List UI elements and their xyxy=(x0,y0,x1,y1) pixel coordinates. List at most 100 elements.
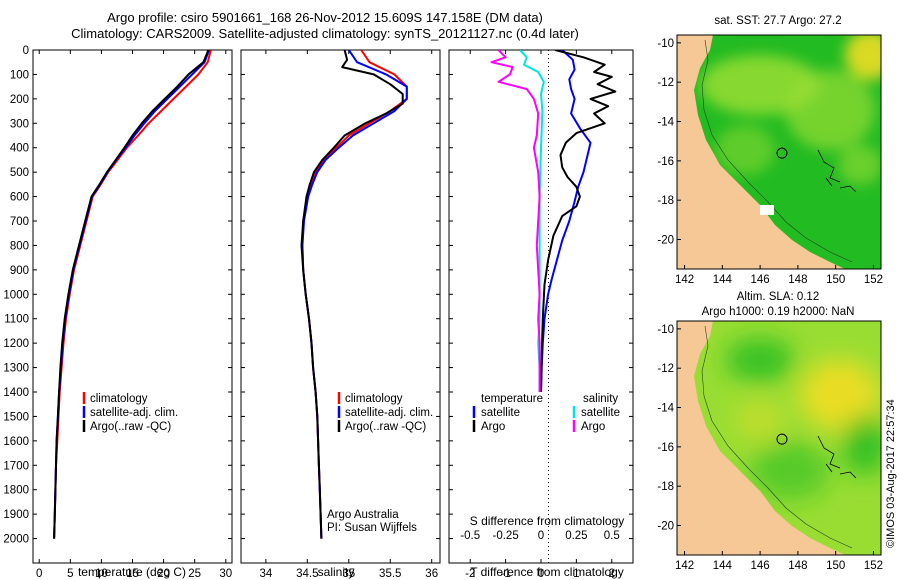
sla-lat-axis: -10 -12 -14 -16 -18 -20 xyxy=(657,324,681,533)
x-tick-label: -1 xyxy=(500,568,510,580)
depth-tick-label: 1900 xyxy=(3,509,29,521)
sst-land xyxy=(677,35,845,269)
legend-satellite-label: satellite-adj. clim. xyxy=(90,407,178,419)
depth-tick-label: 100 xyxy=(10,69,29,81)
legend-satellite-label: satellite-adj. clim. xyxy=(345,407,433,419)
sst-map-title: sat. SST: 27.7 Argo: 27.2 xyxy=(714,15,841,27)
difference-legend: temperature salinity satellite Argo sate… xyxy=(472,393,620,433)
sst-map-field xyxy=(677,35,881,269)
lon-tick-label: 142 xyxy=(675,560,694,572)
sla-reefs xyxy=(817,435,857,479)
lon-tick-label: 148 xyxy=(788,274,807,286)
legend-t-argo-label: Argo xyxy=(481,421,505,433)
s-difference-tick-label: 0.5 xyxy=(604,530,620,542)
sst-shelf-contour xyxy=(701,39,853,263)
lon-tick-label: 152 xyxy=(864,560,883,572)
sst-lat-axis: -10 -12 -14 -16 -18 -20 xyxy=(657,38,681,247)
lat-tick-label: -16 xyxy=(657,442,674,454)
difference-y-ticks xyxy=(449,49,633,540)
sla-map-subtitle: Argo h1000: 0.19 h2000: NaN xyxy=(702,306,855,318)
x-tick-label: -2 xyxy=(465,568,475,580)
s-difference-tick-label: -0.25 xyxy=(493,530,519,542)
depth-tick-label: 1800 xyxy=(3,485,29,497)
lat-tick-label: -12 xyxy=(657,77,674,89)
x-tick-label: 2 xyxy=(609,568,615,580)
legend-argo-label: Argo(..raw -QC) xyxy=(345,421,426,433)
depth-tick-label: 1700 xyxy=(3,460,29,472)
salinity-series xyxy=(300,50,408,539)
sst-map-frame xyxy=(676,34,882,270)
temperature-axes-frame xyxy=(32,49,233,564)
t-difference-xlabel: T difference from climatology xyxy=(470,565,624,579)
legend-s-satellite-label: satellite xyxy=(581,407,620,419)
lat-tick-label: -20 xyxy=(657,521,674,533)
argo-location-marker xyxy=(776,147,788,159)
legend-temperature-heading: temperature xyxy=(481,393,543,405)
lon-tick-label: 146 xyxy=(751,274,770,286)
depth-tick-label: 1200 xyxy=(3,338,29,350)
temperature-panel: 0100200300400500600700800900100011001200… xyxy=(3,45,233,580)
lon-tick-label: 148 xyxy=(788,560,807,572)
depth-tick-label: 200 xyxy=(10,94,29,106)
x-tick-label: 30 xyxy=(219,568,232,580)
depth-tick-label: 1000 xyxy=(3,289,29,301)
temperature-line-argo-raw-qc- xyxy=(53,50,210,539)
sla-map-field xyxy=(677,321,881,555)
difference-series xyxy=(490,50,617,393)
lat-tick-label: -20 xyxy=(657,235,674,247)
depth-axis: 0 100 200 300 400 500 600 700 800 900 1000 1100 1200… xyxy=(3,45,232,546)
salinity-y-ticks xyxy=(241,49,440,540)
depth-tick-label: 400 xyxy=(10,143,29,155)
salinity-panel: 34 34.5 35 35.5 36 salinity climatology sate… xyxy=(240,49,441,580)
difference-line-temperature-argo xyxy=(540,50,617,393)
sst-reefs xyxy=(817,149,857,193)
salinity-axes-frame xyxy=(240,49,441,564)
s-difference-tick-label: 0 xyxy=(538,530,544,542)
depth-tick-label: 1100 xyxy=(4,314,29,326)
depth-tick-label: 2000 xyxy=(3,534,29,546)
x-tick-label: 0 xyxy=(36,568,42,580)
x-tick-label: 35.5 xyxy=(379,568,401,580)
x-tick-label: 34.5 xyxy=(296,568,318,580)
lon-tick-label: 150 xyxy=(826,560,845,572)
depth-tick-label: 1500 xyxy=(3,411,29,423)
s-difference-tick-label: 0.25 xyxy=(565,530,587,542)
legend-climatology-label: climatology xyxy=(90,393,148,405)
s-difference-xlabel: S difference from climatology xyxy=(470,514,625,528)
lat-tick-label: -18 xyxy=(657,195,674,207)
salinity-legend: climatology satellite-adj. clim. Argo(..… xyxy=(337,392,433,433)
sst-missing-data xyxy=(760,205,774,215)
x-tick-label: 20 xyxy=(157,568,170,580)
lat-tick-label: -16 xyxy=(657,156,674,168)
sst-lon-axis: 142 144 146 148 150 152 xyxy=(675,265,883,286)
lon-tick-label: 142 xyxy=(675,274,694,286)
lat-tick-label: -10 xyxy=(657,38,674,50)
temperature-series xyxy=(53,50,212,539)
lon-tick-label: 150 xyxy=(826,274,845,286)
legend-t-satellite-label: satellite xyxy=(481,407,520,419)
depth-tick-label: 500 xyxy=(10,167,29,179)
depth-tick-label: 1300 xyxy=(3,363,29,375)
pi-label: PI: Susan Wijffels xyxy=(327,522,417,534)
x-tick-label: 10 xyxy=(95,568,108,580)
lat-tick-label: -18 xyxy=(657,481,674,493)
x-tick-label: 1 xyxy=(573,568,579,580)
depth-tick-label: 700 xyxy=(10,216,29,228)
sla-map-frame xyxy=(676,320,882,556)
lat-tick-label: -10 xyxy=(657,324,674,336)
legend-s-argo-label: Argo xyxy=(581,421,605,433)
lon-tick-label: 152 xyxy=(864,274,883,286)
lat-tick-label: -14 xyxy=(657,403,674,415)
lon-tick-label: 144 xyxy=(713,274,733,286)
title-line-2: Climatology: CARS2009. Satellite-adjuste… xyxy=(71,26,579,41)
temperature-legend: climatology satellite-adj. clim. Argo(..… xyxy=(82,392,178,433)
lat-tick-label: -12 xyxy=(657,363,674,375)
lon-tick-label: 146 xyxy=(751,560,770,572)
title-line-1: Argo profile: csiro 5901661_168 26-Nov-2… xyxy=(107,10,543,25)
depth-tick-label: 800 xyxy=(10,240,29,252)
difference-line-temperature-satellite xyxy=(540,50,592,393)
s-difference-x-axis: -0.5 -0.25 0 0.25 0.5 xyxy=(460,530,619,542)
argo-australia-label: Argo Australia xyxy=(327,509,399,521)
depth-tick-label: 300 xyxy=(10,118,29,130)
